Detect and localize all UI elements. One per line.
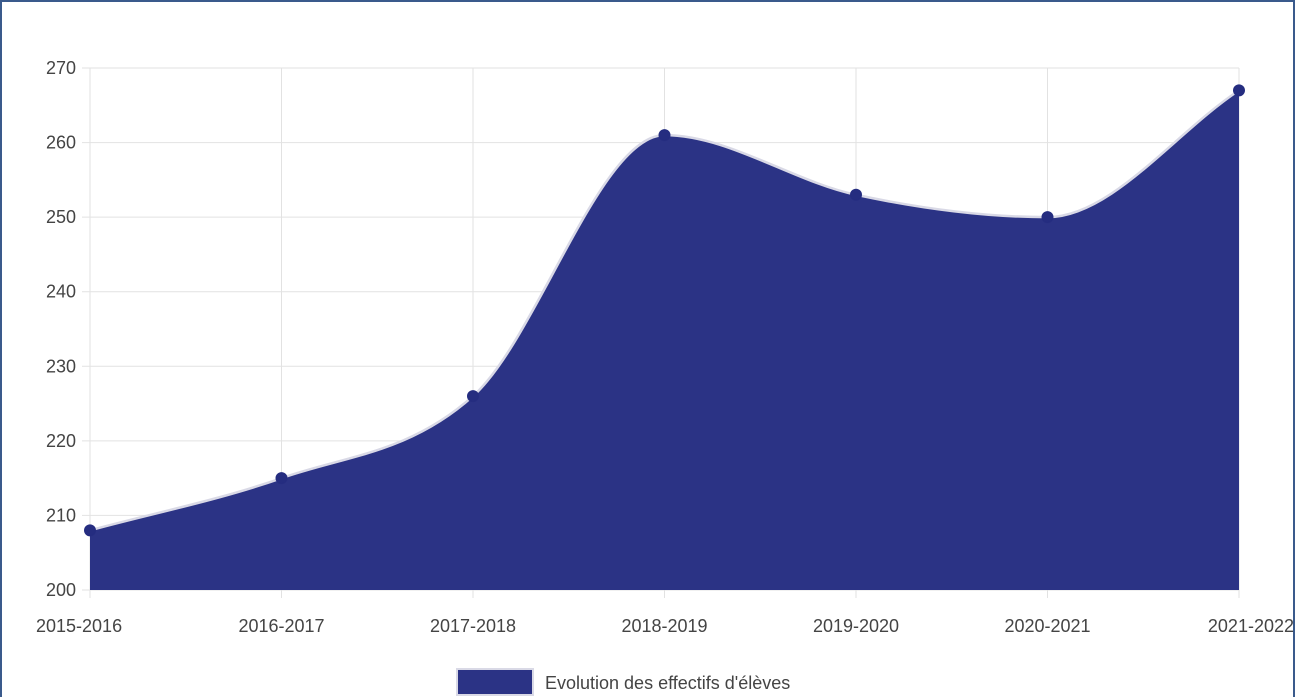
x-axis: 2015-2016 2016-2017 2017-2018 2018-2019 2019… (36, 616, 1294, 636)
x-tick-label: 2015-2016 (36, 616, 122, 636)
y-tick-label: 230 (46, 356, 76, 376)
series-area (90, 90, 1239, 590)
x-tick-label: 2020-2021 (1004, 616, 1090, 636)
x-tick-label: 2021-2022 (1208, 616, 1294, 636)
y-tick-label: 210 (46, 505, 76, 525)
x-tick-label: 2016-2017 (238, 616, 324, 636)
data-point (1233, 84, 1245, 97)
y-tick-label: 220 (46, 431, 76, 451)
legend-label[interactable]: Evolution des effectifs d'élèves (545, 673, 790, 693)
y-axis: 200 210 220 230 240 250 260 270 (46, 58, 76, 600)
data-point (850, 188, 862, 201)
x-tick-label: 2019-2020 (813, 616, 899, 636)
data-point (275, 472, 288, 485)
data-point (658, 129, 671, 142)
x-tick-label: 2017-2018 (430, 616, 516, 636)
y-tick-label: 260 (46, 133, 76, 153)
y-tick-label: 240 (46, 282, 76, 302)
x-tick-label: 2018-2019 (621, 616, 707, 636)
y-tick-label: 200 (46, 580, 76, 600)
legend[interactable]: Evolution des effectifs d'élèves (456, 668, 790, 696)
y-tick-label: 270 (46, 58, 76, 78)
data-point (1041, 211, 1054, 224)
y-tick-label: 250 (46, 207, 76, 227)
legend-swatch[interactable] (456, 668, 534, 696)
data-points (84, 84, 1245, 537)
plot-area (89, 89, 1240, 590)
data-point (84, 524, 96, 537)
data-point (467, 390, 479, 403)
